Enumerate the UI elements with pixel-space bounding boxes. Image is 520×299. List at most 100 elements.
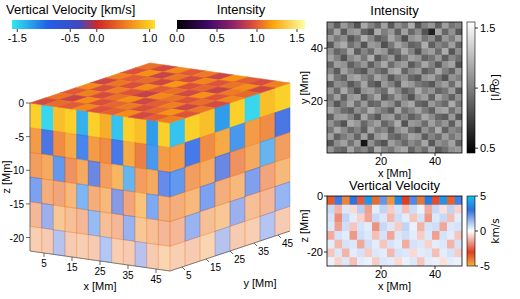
velocity-cell <box>65 207 77 233</box>
cell <box>327 114 334 121</box>
cell <box>335 205 343 214</box>
y-tick <box>254 243 257 246</box>
velocity-cell <box>65 157 77 183</box>
cell <box>388 74 395 81</box>
cell <box>432 222 440 231</box>
velocity-cell <box>135 217 147 243</box>
velocity-cell <box>112 189 124 215</box>
cell <box>347 127 354 134</box>
velocity-cell <box>42 228 54 254</box>
cell <box>368 68 375 75</box>
cell <box>395 22 402 29</box>
cell <box>388 94 395 101</box>
cell <box>361 114 368 121</box>
velocity-cell <box>53 180 65 206</box>
cell <box>334 127 341 134</box>
velocity-cell <box>65 182 77 208</box>
cell <box>354 94 361 101</box>
x-tick-label: 45 <box>150 274 162 285</box>
cell <box>402 214 410 223</box>
cell <box>368 133 375 140</box>
cell <box>368 114 375 121</box>
cell <box>449 120 456 127</box>
cell <box>447 214 455 223</box>
cell <box>449 42 456 49</box>
cell <box>422 127 429 134</box>
cell <box>449 88 456 95</box>
cell <box>347 81 354 88</box>
velocity-cell <box>135 118 147 144</box>
cell <box>449 22 456 29</box>
cell <box>354 146 361 153</box>
cell <box>361 68 368 75</box>
cell <box>347 107 354 114</box>
cell <box>347 61 354 68</box>
cell <box>365 214 373 223</box>
cell <box>415 114 422 121</box>
cell <box>361 61 368 68</box>
cell <box>341 22 348 29</box>
velocity-cell <box>77 110 89 136</box>
cell <box>380 214 388 223</box>
cell <box>357 249 365 258</box>
cell <box>342 231 350 240</box>
cell <box>327 101 334 108</box>
cell <box>334 22 341 29</box>
cell <box>428 68 435 75</box>
cell <box>341 133 348 140</box>
cell <box>415 146 422 153</box>
y-axis-label: y [Mm] <box>298 71 310 104</box>
cell <box>455 127 462 134</box>
cell <box>341 68 348 75</box>
cell <box>354 133 361 140</box>
cell <box>342 240 350 249</box>
cell <box>372 222 380 231</box>
y-tick <box>324 252 327 253</box>
cell <box>327 35 334 42</box>
y-tick-label: 15 <box>210 262 222 273</box>
cell <box>354 61 361 68</box>
cell <box>388 101 395 108</box>
cell <box>341 74 348 81</box>
cell <box>334 140 341 147</box>
cell <box>455 146 462 153</box>
cell <box>350 196 358 205</box>
x-tick-label: 20 <box>375 268 387 280</box>
cell <box>455 48 462 55</box>
cell <box>335 257 343 266</box>
y-tick-label: 35 <box>258 246 270 257</box>
velocity-cell <box>123 116 135 142</box>
cell <box>401 146 408 153</box>
cell <box>388 22 395 29</box>
cell <box>368 61 375 68</box>
cell <box>365 240 373 249</box>
z-tick-label: -20 <box>10 233 25 244</box>
cell <box>455 22 462 29</box>
cell <box>341 42 348 49</box>
cell <box>381 42 388 49</box>
velocity-cell <box>158 171 170 197</box>
cell <box>408 133 415 140</box>
velocity-cell <box>77 208 89 234</box>
cell <box>335 222 343 231</box>
cell <box>334 101 341 108</box>
cell <box>374 88 381 95</box>
velocity-cell <box>88 210 100 236</box>
cell <box>327 29 334 36</box>
cell <box>415 127 422 134</box>
cell <box>440 231 448 240</box>
velocity-cell <box>88 136 100 162</box>
cell <box>334 120 341 127</box>
cell <box>387 196 395 205</box>
cell <box>395 205 403 214</box>
cell <box>327 231 335 240</box>
cell <box>334 146 341 153</box>
y-tick-label: 25 <box>234 254 246 265</box>
cell <box>428 29 435 36</box>
cell <box>417 231 425 240</box>
cell <box>401 35 408 42</box>
cell <box>388 55 395 62</box>
cell <box>455 214 463 223</box>
cell <box>374 140 381 147</box>
cell <box>428 146 435 153</box>
